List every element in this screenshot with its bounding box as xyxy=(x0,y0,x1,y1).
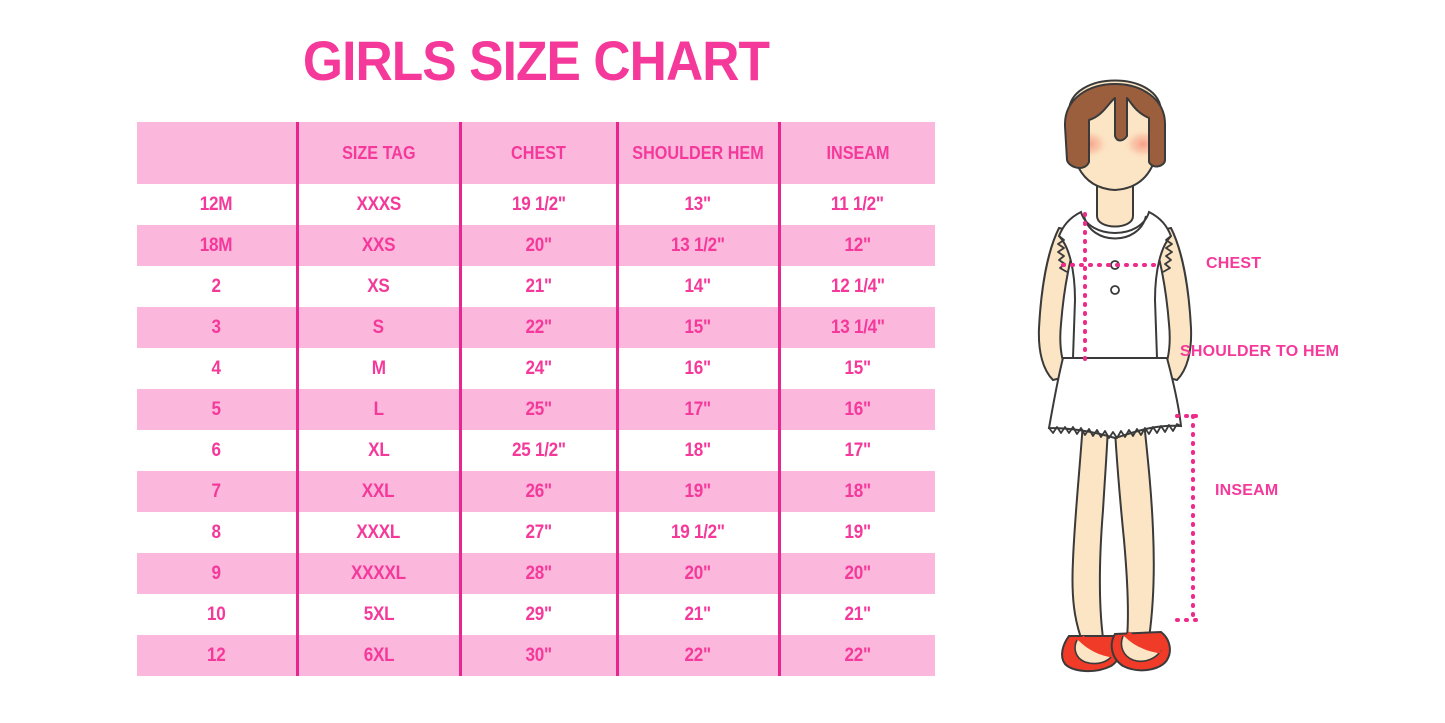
cell-shoulder-hem: 18" xyxy=(615,430,779,471)
hair xyxy=(1063,83,1167,169)
right-shoe xyxy=(1110,630,1171,672)
cell-shoulder-hem: 17" xyxy=(615,389,779,430)
cell-chest: 25" xyxy=(458,389,617,430)
table-header-row: SIZE TAG CHEST SHOULDER HEM INSEAM xyxy=(137,122,935,184)
cell-size-tag: 6XL xyxy=(295,635,460,676)
right-sleeve-ruffle xyxy=(1162,235,1173,273)
cell-inseam: 15" xyxy=(777,348,935,389)
cell-size-tag: M xyxy=(295,348,460,389)
cell-inseam: 18" xyxy=(777,471,935,512)
cell-chest: 24" xyxy=(458,348,617,389)
cell-inseam: 16" xyxy=(777,389,935,430)
cell-chest: 30" xyxy=(458,635,617,676)
table-row: 8 XXXL 27" 19 1/2" 19" xyxy=(137,512,935,553)
cell-size-tag: XS xyxy=(295,266,460,307)
cell-size-tag: XXXL xyxy=(295,512,460,553)
cell-size: 3 xyxy=(137,307,297,348)
skirt xyxy=(1047,357,1183,440)
column-header-size xyxy=(137,122,297,184)
cell-size-tag: XXS xyxy=(295,225,460,266)
cell-size: 8 xyxy=(137,512,297,553)
cell-chest: 22" xyxy=(458,307,617,348)
cell-inseam: 17" xyxy=(777,430,935,471)
measurement-guides xyxy=(1061,212,1201,622)
top-garment xyxy=(1057,210,1173,359)
cell-size-tag: 5XL xyxy=(295,594,460,635)
table-row: 3 S 22" 15" 13 1/4" xyxy=(137,307,935,348)
cell-shoulder-hem: 19 1/2" xyxy=(615,512,779,553)
cell-shoulder-hem: 20" xyxy=(615,553,779,594)
left-shoe xyxy=(1061,635,1122,672)
cell-shoulder-hem: 21" xyxy=(615,594,779,635)
cell-size: 7 xyxy=(137,471,297,512)
cell-chest: 19 1/2" xyxy=(458,184,617,225)
cell-inseam: 19" xyxy=(777,512,935,553)
cell-chest: 25 1/2" xyxy=(458,430,617,471)
table-row: 6 XL 25 1/2" 18" 17" xyxy=(137,430,935,471)
cell-size-tag: XL xyxy=(295,430,460,471)
cell-size: 12M xyxy=(137,184,297,225)
column-header-inseam: INSEAM xyxy=(777,122,935,184)
table-row: 9 XXXXL 28" 20" 20" xyxy=(137,553,935,594)
cell-size: 9 xyxy=(137,553,297,594)
cell-inseam: 12" xyxy=(777,225,935,266)
girl-figure-illustration xyxy=(1037,79,1201,672)
cell-inseam: 13 1/4" xyxy=(777,307,935,348)
column-header-chest: CHEST xyxy=(458,122,617,184)
column-header-size-tag: SIZE TAG xyxy=(295,122,460,184)
cell-size-tag: XXXS xyxy=(295,184,460,225)
cell-inseam: 21" xyxy=(777,594,935,635)
neckline xyxy=(1083,215,1147,240)
table-row: 7 XXL 26" 19" 18" xyxy=(137,471,935,512)
table-row: 2 XS 21" 14" 12 1/4" xyxy=(137,266,935,307)
cell-shoulder-hem: 13 1/2" xyxy=(615,225,779,266)
cell-size: 5 xyxy=(137,389,297,430)
cell-inseam: 12 1/4" xyxy=(777,266,935,307)
cell-inseam: 22" xyxy=(777,635,935,676)
table-row: 10 5XL 29" 21" 21" xyxy=(137,594,935,635)
cell-shoulder-hem: 16" xyxy=(615,348,779,389)
cell-shoulder-hem: 13" xyxy=(615,184,779,225)
cell-shoulder-hem: 14" xyxy=(615,266,779,307)
cell-size: 2 xyxy=(137,266,297,307)
cell-chest: 21" xyxy=(458,266,617,307)
size-chart-table: SIZE TAG CHEST SHOULDER HEM INSEAM 12M X… xyxy=(137,122,935,676)
cell-size: 10 xyxy=(137,594,297,635)
cell-shoulder-hem: 19" xyxy=(615,471,779,512)
cell-size: 6 xyxy=(137,430,297,471)
cell-chest: 20" xyxy=(458,225,617,266)
cell-chest: 27" xyxy=(458,512,617,553)
skirt-ruffle xyxy=(1048,423,1182,439)
cell-inseam: 20" xyxy=(777,553,935,594)
cell-chest: 28" xyxy=(458,553,617,594)
cell-shoulder-hem: 15" xyxy=(615,307,779,348)
cell-size-tag: XXXXL xyxy=(295,553,460,594)
table-row: 5 L 25" 17" 16" xyxy=(137,389,935,430)
table-row: 4 M 24" 16" 15" xyxy=(137,348,935,389)
page-title: GIRLS SIZE CHART xyxy=(302,29,770,92)
cell-size: 18M xyxy=(137,225,297,266)
cell-chest: 26" xyxy=(458,471,617,512)
table-row: 18M XXS 20" 13 1/2" 12" xyxy=(137,225,935,266)
cell-chest: 29" xyxy=(458,594,617,635)
cell-size: 12 xyxy=(137,635,297,676)
cell-shoulder-hem: 22" xyxy=(615,635,779,676)
table-row: 12 6XL 30" 22" 22" xyxy=(137,635,935,676)
button-bottom xyxy=(1110,285,1120,295)
figure-body xyxy=(1037,79,1193,672)
cell-size-tag: S xyxy=(295,307,460,348)
cell-size: 4 xyxy=(137,348,297,389)
cell-inseam: 11 1/2" xyxy=(777,184,935,225)
table-row: 12M XXXS 19 1/2" 13" 11 1/2" xyxy=(137,184,935,225)
cell-size-tag: XXL xyxy=(295,471,460,512)
cell-size-tag: L xyxy=(295,389,460,430)
column-header-shoulder-hem: SHOULDER HEM xyxy=(615,122,779,184)
